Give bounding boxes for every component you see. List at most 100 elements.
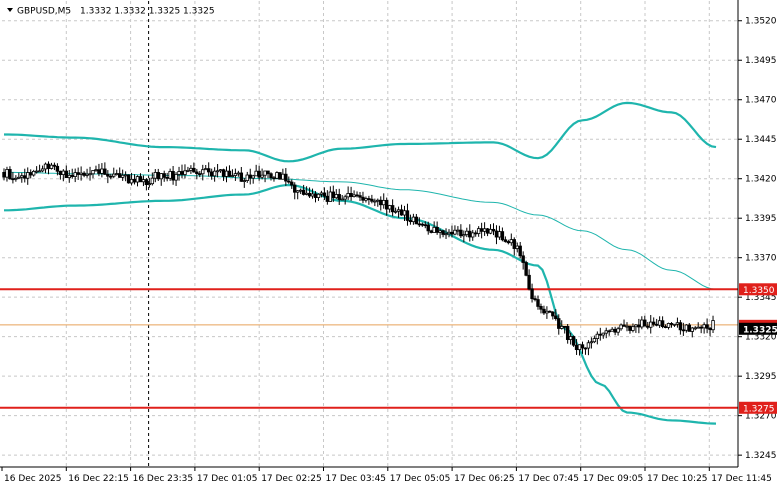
candle-body — [112, 173, 116, 177]
candle-body — [304, 192, 309, 195]
candle-body — [631, 326, 635, 331]
level-tag — [739, 283, 777, 296]
candle-body — [76, 172, 80, 175]
candle-body — [583, 347, 588, 350]
x-tick-label: 17 Dec 09:05 — [583, 474, 644, 484]
candle-body — [515, 245, 519, 249]
candle-body — [637, 324, 641, 328]
candle-body — [634, 324, 638, 328]
candle-body — [17, 176, 21, 179]
candle-body — [153, 172, 157, 179]
candle-body — [506, 241, 511, 244]
y-tick-label: 1.3245 — [745, 451, 777, 461]
candle-body — [224, 170, 229, 177]
candle-body — [118, 173, 122, 178]
y-tick-label: 1.3320 — [745, 333, 777, 343]
candle-body — [681, 329, 686, 332]
candle-body — [272, 177, 276, 180]
candle-body — [560, 325, 564, 329]
candle-body — [402, 210, 407, 216]
candle-body — [453, 229, 457, 235]
candle-body — [174, 173, 178, 181]
candle-body — [147, 183, 152, 186]
candle-body — [589, 341, 594, 344]
candle-body — [444, 233, 448, 236]
candle-body — [485, 228, 490, 234]
candle-body — [115, 173, 119, 175]
candle-body — [652, 321, 656, 325]
candle-body — [23, 175, 27, 179]
candle-body — [248, 174, 252, 179]
candle-body — [548, 310, 552, 313]
candle-body — [524, 262, 528, 276]
x-tick-label: 17 Dec 11:45 — [711, 474, 772, 484]
candle-body — [26, 172, 30, 179]
candle-body — [109, 175, 113, 178]
candle-body — [643, 319, 647, 327]
candle-body — [278, 172, 282, 180]
candle-body — [500, 231, 505, 241]
y-tick-label: 1.3520 — [745, 17, 777, 27]
candle-body — [450, 231, 454, 235]
symbol-dropdown-icon[interactable] — [7, 8, 13, 12]
candle-body — [530, 288, 534, 300]
candle-body — [557, 318, 561, 329]
candle-body — [702, 324, 706, 329]
candle-body — [8, 169, 12, 180]
y-tick-label: 1.3345 — [745, 293, 777, 303]
candle-body — [212, 170, 217, 177]
candle-body — [399, 209, 404, 216]
candle-body — [20, 175, 24, 178]
y-tick-label: 1.3270 — [745, 412, 777, 422]
candle-body — [613, 328, 617, 333]
candle-body — [263, 170, 267, 176]
candle-body — [441, 230, 445, 235]
candle-body — [79, 172, 83, 175]
candle-body — [533, 298, 537, 301]
candle-body — [135, 176, 140, 183]
candle-body — [426, 224, 430, 232]
candle-body — [150, 177, 155, 185]
candle-body — [316, 193, 321, 198]
candle-body — [307, 192, 312, 197]
candle-body — [126, 174, 131, 184]
candle-body — [331, 191, 335, 199]
candle-body — [666, 323, 671, 328]
candle-body — [328, 191, 333, 202]
grid — [2, 1, 738, 467]
candle-body — [186, 169, 190, 172]
candle-body — [595, 333, 600, 339]
candle-body — [2, 171, 6, 178]
candle-body — [414, 216, 419, 225]
candle-body — [432, 226, 436, 233]
candle-body — [527, 274, 531, 290]
x-tick-label: 17 Dec 05:05 — [390, 474, 451, 484]
bands-upper-line — [4, 101, 717, 163]
candle-body — [494, 230, 499, 238]
support-resistance-levels — [0, 288, 738, 409]
candle-body — [46, 163, 51, 169]
candle-body — [97, 169, 101, 174]
candle-body — [206, 168, 211, 173]
candle-body — [310, 193, 315, 197]
candle-body — [358, 195, 362, 198]
candle-body — [120, 174, 125, 178]
candle-body — [640, 319, 644, 328]
candle-body — [684, 324, 689, 331]
candle-body — [373, 200, 377, 203]
candle-body — [708, 327, 712, 331]
candle-body — [405, 210, 410, 221]
candle-body — [657, 320, 662, 326]
candle-body — [390, 205, 395, 213]
candle-body — [675, 322, 680, 325]
price-tags: 1.3350 1.3275 1.3325 — [739, 283, 778, 414]
symbol-label: GBPUSD,M5 — [17, 7, 71, 17]
candle-body — [379, 199, 383, 206]
candle-body — [221, 169, 226, 177]
candle-body — [610, 328, 614, 332]
candle-body — [230, 175, 235, 177]
candle-body — [592, 338, 597, 343]
